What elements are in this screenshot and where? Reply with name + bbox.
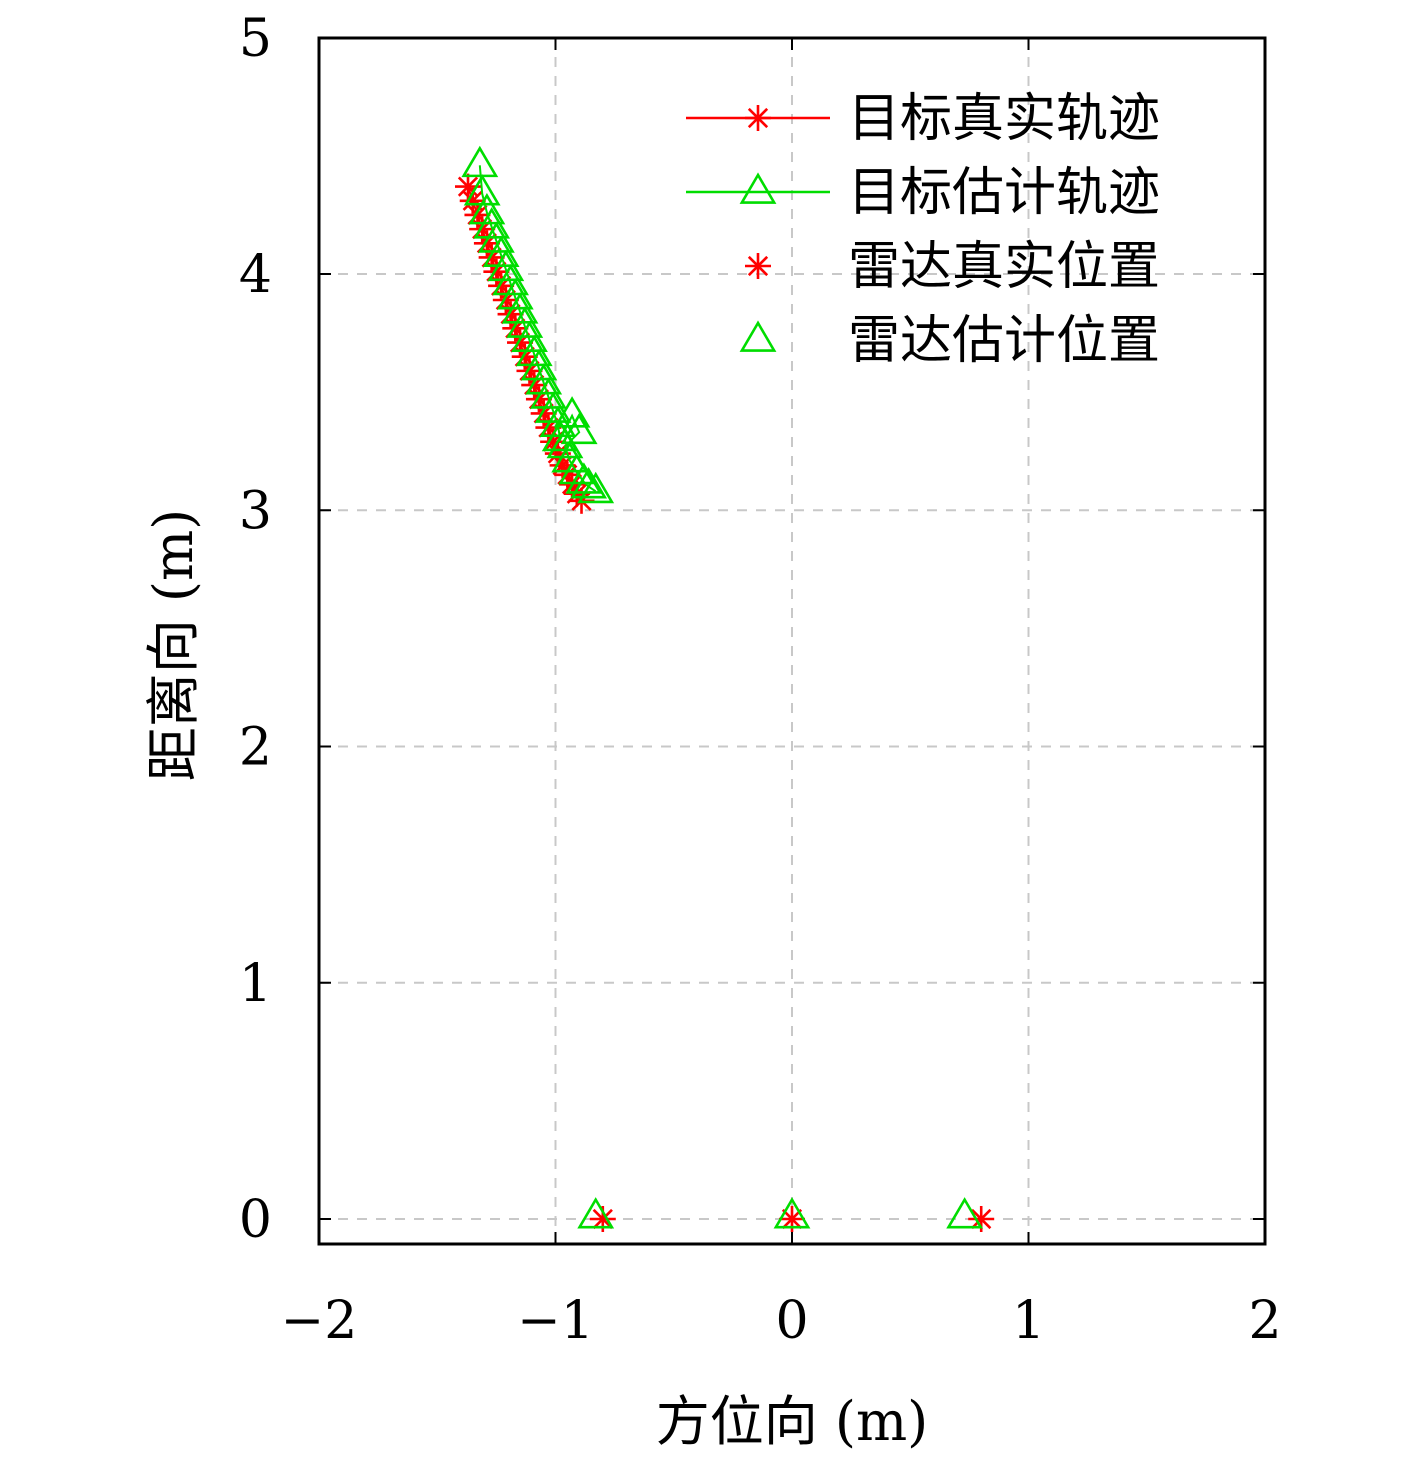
y-tick-label: 1 (239, 954, 272, 1014)
legend-entry: 雷达估计位置 (739, 311, 1160, 371)
series-4 (577, 1197, 984, 1229)
triangle-point (492, 263, 529, 296)
y-axis-label: 距离向 (m) (142, 509, 205, 782)
y-tick-label: 2 (239, 718, 272, 778)
y-tick-label: 4 (239, 245, 272, 305)
legend-label: 雷达真实位置 (848, 237, 1160, 297)
legend-label: 目标估计轨迹 (848, 163, 1160, 223)
grid-lines (319, 38, 1265, 1244)
triangle-point (487, 249, 525, 282)
triangle-point (546, 426, 584, 459)
triangle-point (506, 306, 544, 338)
legend-label: 雷达估计位置 (848, 311, 1160, 371)
legend-asterisk-icon-stroke (747, 107, 769, 129)
triangle-point (577, 471, 615, 504)
triangle-point (534, 391, 572, 423)
triangle-point (468, 193, 506, 225)
x-tick-label: 1 (1012, 1291, 1045, 1351)
triangle-point (501, 292, 539, 324)
asterisk-point-stroke (971, 1208, 992, 1230)
legend-triangle-icon (739, 320, 777, 352)
series-3 (589, 1206, 995, 1232)
triangle-point (539, 405, 577, 438)
triangle-point (461, 145, 499, 178)
triangle-point (473, 207, 511, 239)
triangle-point (773, 1197, 811, 1229)
legend-label: 目标真实轨迹 (848, 89, 1160, 149)
triangle-point (482, 235, 520, 267)
triangle-point (515, 334, 553, 367)
x-tick-label: 0 (775, 1291, 808, 1351)
triangle-point (525, 363, 563, 395)
triangle-point (477, 221, 515, 253)
asterisk-point-stroke (592, 1208, 613, 1230)
legend-entry: 雷达真实位置 (745, 237, 1160, 297)
asterisk-point-stroke (547, 443, 568, 464)
y-tick-label: 3 (239, 481, 272, 541)
series-2 (461, 145, 615, 504)
triangle-point (946, 1197, 984, 1229)
triangle-point (520, 348, 558, 381)
triangle-point (560, 412, 598, 445)
legend-entry: 目标估计轨迹 (686, 163, 1160, 223)
tick-labels: −2 −1 0 1 2 0 1 2 3 4 5 (239, 9, 1282, 1351)
triangle-point (558, 452, 596, 485)
asterisk-point-stroke (781, 1208, 803, 1230)
ticks (318, 36, 1266, 1244)
asterisk-point-stroke (457, 176, 479, 197)
triangle-point (570, 467, 608, 499)
asterisk-point-stroke (462, 190, 483, 211)
x-tick-label: 2 (1248, 1291, 1281, 1351)
x-tick-label: −1 (517, 1291, 594, 1351)
legend-triangle-icon (739, 172, 777, 204)
legend-asterisk-icon-stroke (747, 255, 769, 277)
y-tick-label: 5 (239, 9, 272, 69)
x-tick-label: −2 (281, 1291, 358, 1351)
triangle-point (511, 320, 548, 352)
data-layer (454, 145, 995, 1232)
legend-asterisk-icon (745, 253, 771, 279)
x-axis-label: 方位向 (m) (656, 1390, 929, 1453)
legend-asterisk-icon (745, 105, 771, 131)
triangle-point (529, 377, 567, 409)
legend-entry: 目标真实轨迹 (686, 89, 1160, 149)
triangle-point (496, 278, 534, 310)
triangle-point (577, 1197, 615, 1229)
y-tick-label: 0 (239, 1190, 272, 1250)
